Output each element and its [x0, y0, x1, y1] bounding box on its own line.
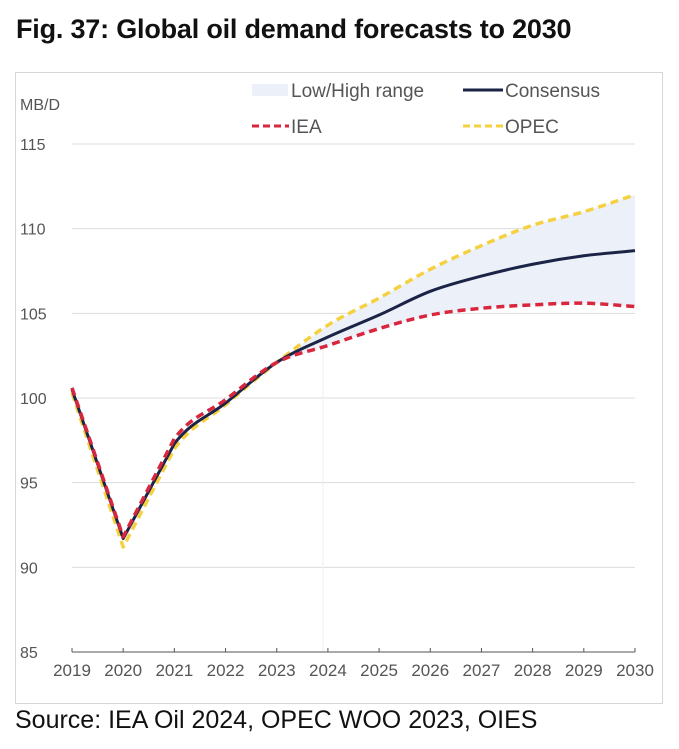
x-tick-label: 2028: [514, 661, 552, 680]
y-tick-label: 105: [20, 306, 47, 323]
x-tick-label: 2020: [104, 661, 142, 680]
legend-label-opec: OPEC: [505, 117, 559, 138]
x-tick-label: 2026: [411, 661, 449, 680]
y-tick-label: 115: [20, 137, 46, 154]
y-tick-label: 85: [20, 645, 38, 662]
y-tick-label: 95: [20, 476, 38, 493]
gridlines: [72, 143, 635, 652]
legend-range-patch: [252, 84, 288, 96]
axes: 85 90 95 100 105 110 115 2019 2020 2021 2022 2023 20…: [20, 137, 654, 680]
legend-label-consensus: Consensus: [505, 81, 600, 102]
source-note: Source: IEA Oil 2024, OPEC WOO 2023, OIE…: [15, 706, 538, 734]
x-tick-label: 2019: [53, 661, 91, 680]
y-tick-label: 110: [20, 222, 46, 239]
x-tick-label: 2022: [207, 661, 245, 680]
x-tick-label: 2025: [360, 661, 398, 680]
series-line-iea: [70, 301, 636, 539]
figure-title: Fig. 37: Global oil demand forecasts to …: [16, 14, 572, 44]
legend-label-range: Low/High range: [291, 81, 424, 102]
x-tick-label: 2024: [309, 661, 347, 680]
x-tick-label: 2030: [616, 661, 654, 680]
x-tick-label: 2027: [463, 661, 501, 680]
series-lines: [70, 193, 636, 549]
legend-label-iea: IEA: [291, 117, 322, 138]
x-tick-label: 2023: [258, 661, 296, 680]
y-axis-unit-label: MB/D: [20, 97, 60, 114]
x-tick-label: 2029: [565, 661, 603, 680]
chart-frame: [15, 72, 663, 704]
series-line-consensus: [70, 249, 636, 541]
y-tick-label: 90: [20, 560, 38, 577]
x-tick-label: 2021: [155, 661, 193, 680]
legend: Low/High range Consensus IEA OPEC: [252, 81, 600, 138]
y-tick-label: 100: [20, 391, 47, 408]
